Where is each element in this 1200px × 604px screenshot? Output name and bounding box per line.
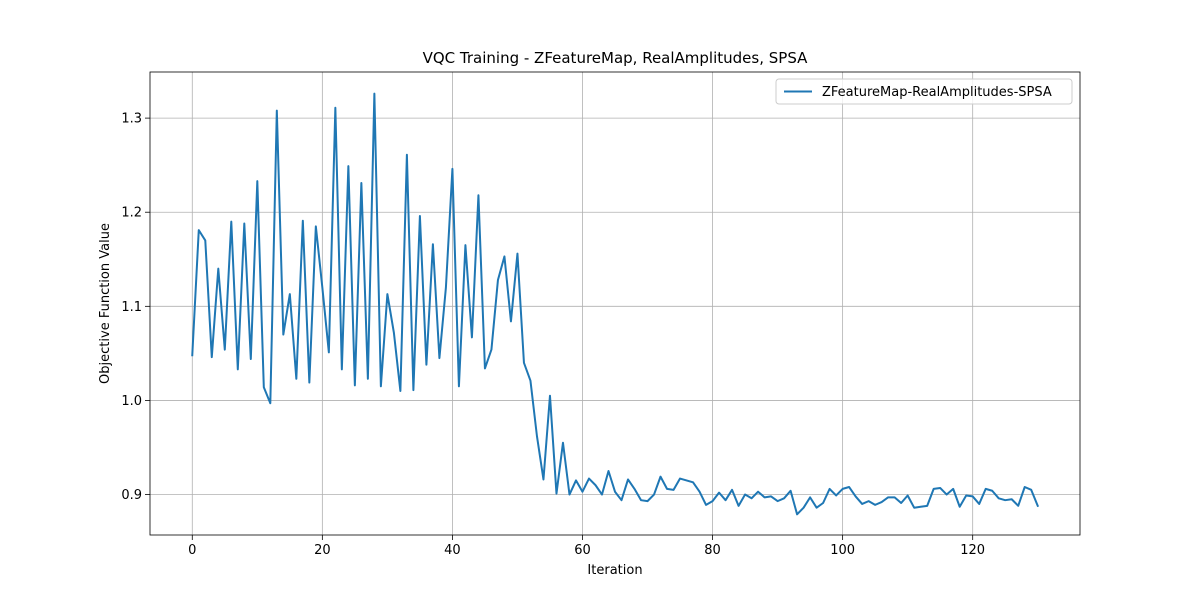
y-tick-label: 1.1 [121, 300, 142, 315]
series-line [191, 92, 1040, 516]
series-layer [191, 92, 1040, 516]
legend: ZFeatureMap-RealAmplitudes-SPSA [775, 78, 1073, 105]
y-tick-label: 1.3 [121, 112, 142, 127]
legend-box [775, 78, 1073, 105]
legend-label: ZFeatureMap-RealAmplitudes-SPSA [822, 85, 1052, 100]
x-tick-label: 100 [830, 543, 855, 558]
chart-title: VQC Training - ZFeatureMap, RealAmplitud… [423, 49, 809, 67]
x-tick-label: 0 [188, 543, 196, 558]
x-tick-label: 60 [574, 543, 591, 558]
x-tick-label: 120 [960, 543, 985, 558]
y-tick-label: 1.0 [121, 394, 142, 409]
axis-ticks: 0 20 40 60 80 100 120 0.9 1.0 1.1 1.2 1.3 [121, 112, 985, 558]
x-tick-label: 40 [444, 543, 461, 558]
y-axis-label: Objective Function Value [98, 223, 113, 384]
x-axis-label: Iteration [587, 563, 642, 578]
y-tick-label: 1.2 [121, 206, 142, 221]
plot-frame [149, 71, 1081, 536]
x-tick-label: 20 [314, 543, 331, 558]
x-tick-label: 80 [704, 543, 721, 558]
y-tick-label: 0.9 [121, 488, 142, 503]
grid-lines [150, 72, 1080, 535]
